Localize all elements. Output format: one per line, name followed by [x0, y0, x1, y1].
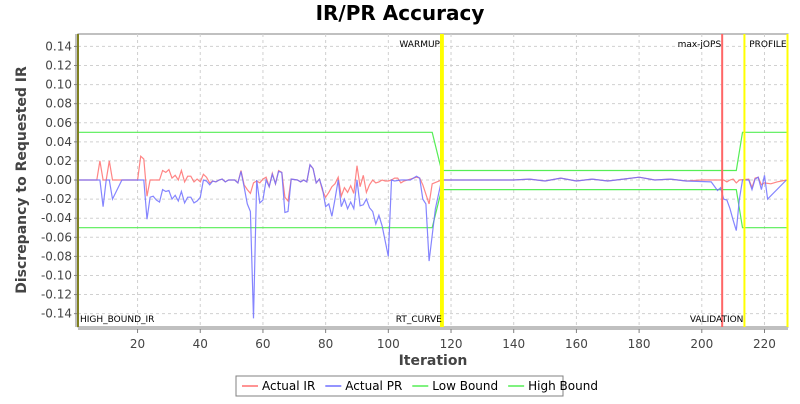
legend-label: Actual IR — [262, 379, 315, 393]
y-tick-label: 0.08 — [45, 97, 72, 111]
x-axis-label: Iteration — [399, 353, 468, 369]
marker-label: WARMUP — [399, 40, 440, 50]
y-tick-label: 0.02 — [45, 154, 72, 168]
legend-label: Low Bound — [432, 379, 498, 393]
marker-label: max-jOPS — [678, 40, 722, 50]
chart-title: IR/PR Accuracy — [316, 1, 485, 25]
x-tick-label: 60 — [255, 337, 270, 351]
legend-box — [235, 375, 564, 397]
y-tick-label: 0.12 — [45, 58, 72, 72]
y-tick-label: 0.14 — [45, 39, 72, 53]
y-tick-label: -0.12 — [41, 288, 72, 302]
y-axis-label: Discrepancy to Requested IR — [14, 66, 30, 294]
y-tick-label: -0.14 — [41, 307, 72, 321]
y-tick-label: -0.10 — [41, 268, 72, 282]
x-tick-label: 140 — [502, 337, 525, 351]
x-tick-label: 80 — [318, 337, 333, 351]
y-tick-label: 0.06 — [45, 116, 72, 130]
y-tick-label: -0.04 — [41, 211, 72, 225]
y-tick-label: 0.00 — [45, 173, 72, 187]
series-line-actual-pr — [78, 163, 787, 319]
legend: Actual IR Actual PR Low Bound High Bound — [235, 375, 598, 397]
series-line-low-bound — [78, 189, 788, 229]
marker-label: VALIDATION — [690, 315, 744, 325]
y-tick-label: 0.10 — [45, 78, 72, 92]
marker-label: HIGH_BOUND_IR — [80, 315, 154, 325]
x-tick-label: 160 — [565, 337, 588, 351]
x-tick-label: 100 — [377, 337, 400, 351]
y-tick-label: -0.02 — [41, 192, 72, 206]
x-tick-label: 220 — [753, 337, 776, 351]
legend-label: High Bound — [528, 379, 598, 393]
x-tick-label: 200 — [690, 337, 713, 351]
x-tick-label: 120 — [440, 337, 463, 351]
y-tick-label: 0.04 — [45, 135, 72, 149]
marker-label: RT_CURVE — [396, 315, 442, 325]
x-tick-label: 180 — [628, 337, 651, 351]
y-tick-label: -0.08 — [41, 249, 72, 263]
legend-label: Actual PR — [345, 379, 402, 393]
x-tick-label: 40 — [193, 337, 208, 351]
y-tick-label: -0.06 — [41, 230, 72, 244]
series-line-high-bound — [78, 131, 788, 172]
x-tick-label: 20 — [130, 337, 145, 351]
marker-label: PROFILE — [749, 40, 787, 50]
